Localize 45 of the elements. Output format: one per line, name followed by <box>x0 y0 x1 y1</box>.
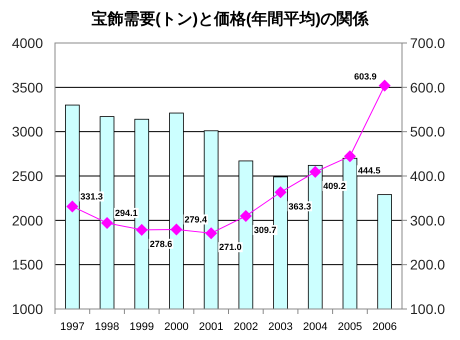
y2-tick-label: 300.0 <box>410 212 446 228</box>
x-tick-label: 2006 <box>372 321 397 333</box>
point <box>66 200 78 212</box>
x-tick-label: 2003 <box>268 321 293 333</box>
y2-tick-label: 600.0 <box>410 79 446 96</box>
point <box>205 227 218 240</box>
y-tick-label: 4000 <box>12 35 44 51</box>
point <box>240 210 252 222</box>
point <box>101 216 114 229</box>
data-label: 444.5 <box>358 165 380 176</box>
x-tick-label: 2001 <box>198 321 224 333</box>
y-tick-label: 1500 <box>12 256 44 273</box>
y2-tick-label: 500.0 <box>410 124 446 140</box>
x-tick-label: 1999 <box>130 321 154 333</box>
data-label: 294.1 <box>115 208 138 218</box>
data-label: 279.4 <box>184 214 207 224</box>
x-tick-label: 2000 <box>164 321 189 333</box>
y2-tick-label: 700.0 <box>410 35 446 51</box>
data-label: 331.3 <box>80 191 103 202</box>
point <box>274 186 287 198</box>
data-label: 409.2 <box>323 180 346 191</box>
point <box>344 150 356 162</box>
data-label: 278.6 <box>150 238 172 249</box>
x-tick-label: 2005 <box>338 321 362 333</box>
x-tick-label: 2004 <box>303 321 328 333</box>
data-label: 271.0 <box>219 242 242 252</box>
y-tick-label: 2500 <box>12 168 44 184</box>
y-tick-label: 3000 <box>12 124 44 140</box>
y2-tick-label: 200.0 <box>410 256 446 273</box>
point <box>309 166 322 178</box>
y-tick-label: 1000 <box>12 301 44 317</box>
point <box>378 80 391 92</box>
point <box>170 223 182 236</box>
y2-tick-label: 400.0 <box>410 168 446 184</box>
x-tick-label: 1998 <box>94 321 120 333</box>
data-label: 309.7 <box>254 225 276 236</box>
x-tick-label: 2002 <box>234 321 258 333</box>
y-tick-label: 2000 <box>12 212 44 228</box>
point <box>136 224 148 236</box>
chart-title: 宝飾需要(トン)と価格(年間平均)の関係 <box>91 9 370 28</box>
y-tick-label: 3500 <box>12 79 44 96</box>
x-tick-label: 1997 <box>60 321 85 333</box>
y2-tick-label: 100.0 <box>410 301 446 317</box>
data-label: 603.9 <box>354 72 377 82</box>
data-label: 363.3 <box>288 201 312 212</box>
